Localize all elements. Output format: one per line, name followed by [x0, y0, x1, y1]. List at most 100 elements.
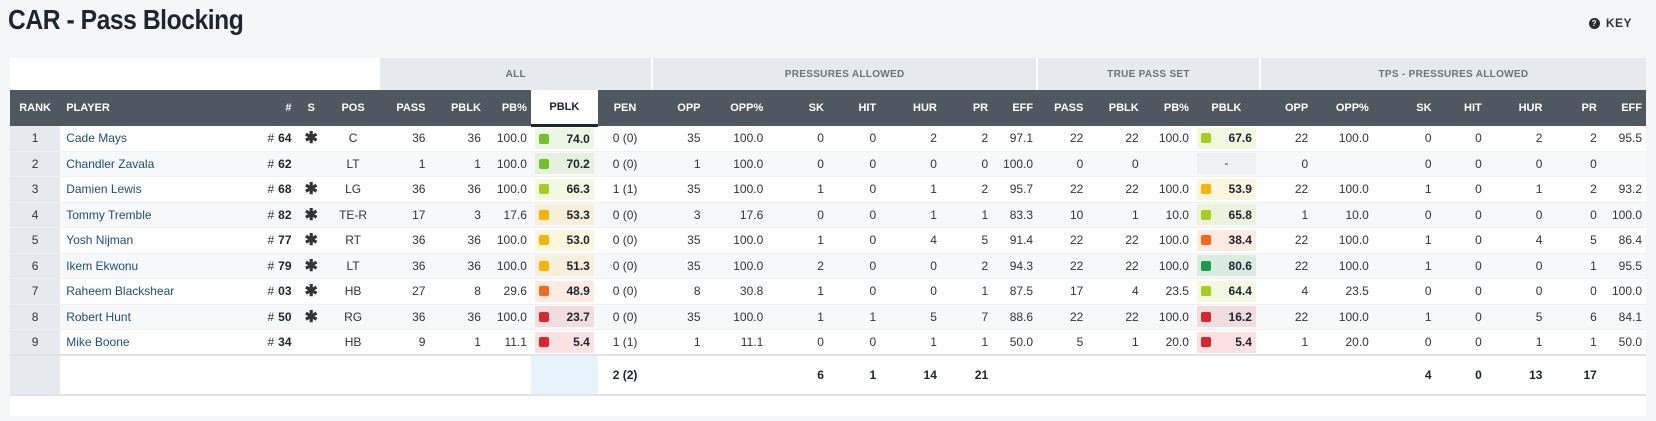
- starter-icon: ✱: [295, 253, 327, 279]
- header-pen[interactable]: PEN: [597, 90, 653, 126]
- hits-cell: 0: [827, 202, 881, 228]
- jersey-number-cell: #82: [211, 202, 296, 228]
- player-link[interactable]: Robert Hunt: [60, 304, 212, 330]
- player-link[interactable]: Ikem Ekwonu: [60, 253, 212, 279]
- player-link[interactable]: Yosh Nijman: [60, 227, 212, 254]
- tps-pass-cell: 5: [1037, 329, 1088, 356]
- header-tps-pass[interactable]: PASS: [1037, 90, 1088, 126]
- tps-pblk-grade-badge: 16.2: [1196, 306, 1256, 328]
- header-pblk[interactable]: PBLK: [429, 90, 485, 126]
- totals-tps-sk: 4: [1372, 354, 1436, 396]
- tps-hurries-cell: 4: [1485, 227, 1547, 254]
- table-row[interactable]: 2 Chandler Zavala #62 LT 1 1 100.0 70.2 0 (0) 1 10…: [10, 151, 1646, 177]
- header-tps-sk[interactable]: SK: [1372, 90, 1436, 126]
- player-link[interactable]: Cade Mays: [60, 125, 212, 152]
- header-pos[interactable]: POS: [326, 90, 380, 126]
- pressures-cell: 2: [940, 176, 993, 203]
- opp-cell: 1: [652, 329, 705, 356]
- header-pr[interactable]: PR: [940, 90, 993, 126]
- totals-spacer: [992, 354, 1373, 396]
- table-row[interactable]: 7 Raheem Blackshear #03 ✱ HB 27 8 29.6 48.9 0 (0)…: [10, 278, 1646, 305]
- hash-symbol: #: [267, 182, 275, 197]
- position-cell: HB: [326, 329, 380, 356]
- pb-pct-cell: 100.0: [484, 227, 531, 254]
- table-row[interactable]: 3 Damien Lewis #68 ✱ LG 36 36 100.0 66.3 1 (1) 35 1…: [10, 176, 1646, 203]
- pb-pct-cell: 11.1: [484, 329, 531, 356]
- header-tps-hur[interactable]: HUR: [1485, 90, 1547, 126]
- tps-pblk-grade-value: 65.8: [1228, 207, 1252, 222]
- table-row[interactable]: 9 Mike Boone #34 HB 9 1 11.1 5.4 1 (1) 1 11.1 0 0 1 1 5…: [10, 329, 1646, 356]
- rank-cell: 6: [10, 253, 61, 279]
- header-number[interactable]: #: [211, 90, 296, 126]
- player-link[interactable]: Raheem Blackshear: [60, 278, 212, 305]
- column-group-row: ALL PRESSURES ALLOWED TRUE PASS SET TPS …: [10, 58, 1646, 90]
- header-sk[interactable]: SK: [767, 90, 828, 126]
- header-tps-opp[interactable]: OPP: [1259, 90, 1313, 126]
- tps-opp-cell: 0: [1259, 151, 1313, 177]
- totals-pen: 2 (2): [597, 354, 653, 396]
- header-pblk-grade[interactable]: PBLK: [530, 90, 598, 127]
- hurries-cell: 1: [880, 176, 941, 203]
- player-link[interactable]: Chandler Zavala: [60, 151, 212, 177]
- grade-indicator-icon: [1200, 209, 1211, 220]
- header-pass[interactable]: PASS: [379, 90, 430, 126]
- tps-pressures-cell: 1: [1546, 329, 1601, 356]
- pb-pct-cell: 100.0: [484, 125, 531, 152]
- header-tps-pblk-grade[interactable]: PBLK: [1192, 90, 1260, 126]
- totals-spacer: [652, 354, 705, 396]
- pblk-snaps-cell: 1: [429, 329, 485, 356]
- header-hur[interactable]: HUR: [880, 90, 941, 126]
- header-tps-eff[interactable]: EFF: [1600, 90, 1646, 126]
- tps-pass-cell: 22: [1037, 304, 1088, 330]
- header-opp[interactable]: OPP: [652, 90, 705, 126]
- header-pb-pct[interactable]: PB%: [484, 90, 531, 126]
- table-row[interactable]: 8 Robert Hunt #50 ✱ RG 36 36 100.0 23.7 0 (0) 35 10…: [10, 304, 1646, 330]
- tps-pblk-grade-value: 64.4: [1228, 284, 1252, 299]
- player-link[interactable]: Tommy Tremble: [60, 202, 212, 228]
- header-eff[interactable]: EFF: [992, 90, 1038, 126]
- header-tps-pblk[interactable]: PBLK: [1087, 90, 1143, 126]
- hurries-cell: 0: [880, 151, 941, 177]
- hash-symbol: #: [267, 258, 275, 273]
- opp-pct-cell: 17.6: [704, 202, 768, 228]
- jersey-number: 03: [278, 284, 292, 299]
- efficiency-cell: 97.1: [992, 125, 1038, 152]
- table-row[interactable]: 6 Ikem Ekwonu #79 ✱ LT 36 36 100.0 51.3 0 (0) 35 10…: [10, 253, 1646, 279]
- pb-pct-cell: 29.6: [484, 278, 531, 305]
- tps-pressures-cell: 1: [1546, 253, 1601, 279]
- player-link[interactable]: Mike Boone: [60, 329, 212, 356]
- hits-cell: 0: [827, 125, 881, 152]
- jersey-number-cell: #77: [211, 227, 296, 254]
- tps-sacks-cell: 1: [1372, 253, 1436, 279]
- question-circle-icon: ?: [1588, 17, 1600, 29]
- totals-sk: 6: [767, 354, 828, 396]
- header-tps-hit[interactable]: HIT: [1435, 90, 1486, 126]
- header-starter[interactable]: S: [295, 90, 327, 126]
- starter-icon: ✱: [295, 278, 327, 305]
- player-link[interactable]: Damien Lewis: [60, 176, 212, 203]
- grade-indicator-icon: [538, 260, 549, 271]
- starter-icon: [295, 329, 327, 356]
- header-tps-opp-pct[interactable]: OPP%: [1312, 90, 1373, 126]
- header-opp-pct[interactable]: OPP%: [704, 90, 768, 126]
- tps-pb-pct-cell: [1142, 151, 1193, 177]
- header-tps-pb-pct[interactable]: PB%: [1142, 90, 1193, 126]
- starter-icon: [295, 151, 327, 177]
- tps-sacks-cell: 0: [1372, 278, 1436, 305]
- tps-opp-cell: 1: [1259, 202, 1313, 228]
- header-rank[interactable]: RANK: [10, 90, 61, 126]
- table-row[interactable]: 4 Tommy Tremble #82 ✱ TE-R 17 3 17.6 53.3 0 (0) 3 1…: [10, 202, 1646, 228]
- tps-hurries-cell: 0: [1485, 278, 1547, 305]
- sacks-cell: 1: [767, 304, 828, 330]
- key-button[interactable]: ? KEY: [1588, 16, 1632, 30]
- jersey-number-cell: #64: [211, 125, 296, 152]
- tps-pblk-cell: 22: [1087, 227, 1143, 254]
- tps-hits-cell: 0: [1435, 329, 1486, 356]
- header-tps-pr[interactable]: PR: [1546, 90, 1601, 126]
- table-row[interactable]: 1 Cade Mays #64 ✱ C 36 36 100.0 74.0 0 (0) 35 100.0…: [10, 125, 1646, 152]
- header-player[interactable]: PLAYER: [60, 90, 212, 126]
- table-row[interactable]: 5 Yosh Nijman #77 ✱ RT 36 36 100.0 53.0 0 (0) 35 10…: [10, 227, 1646, 254]
- header-hit[interactable]: HIT: [827, 90, 881, 126]
- opp-cell: 35: [652, 125, 705, 152]
- tps-sacks-cell: 1: [1372, 227, 1436, 254]
